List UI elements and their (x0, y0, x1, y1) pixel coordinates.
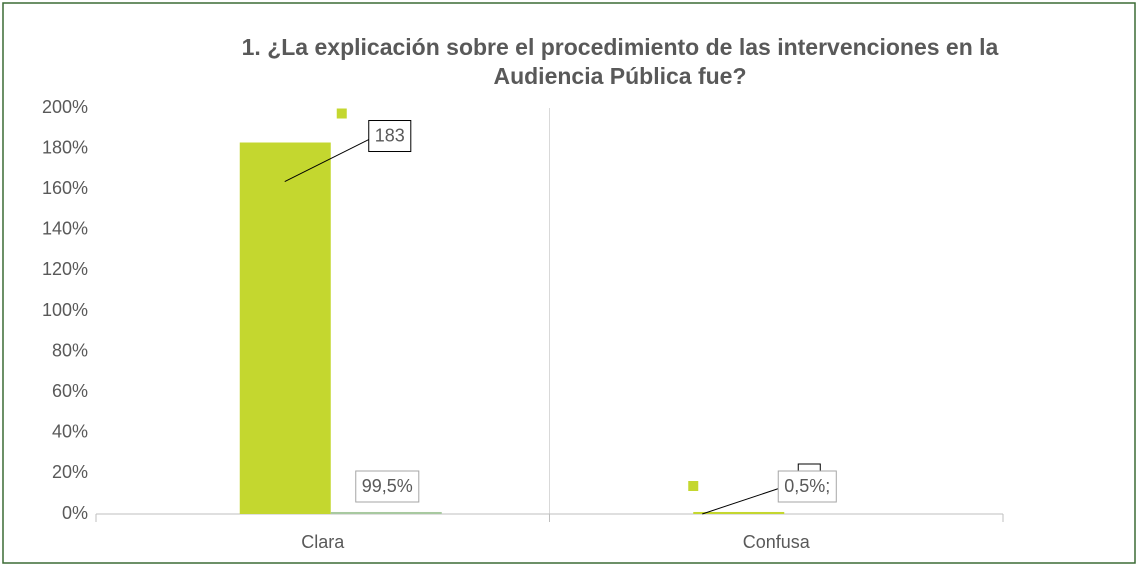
legend-key (336, 108, 347, 119)
chart-title: 1. ¿La explicación sobre el procedimient… (241, 34, 999, 89)
bar (330, 511, 442, 514)
y-tick-label: 60% (52, 381, 88, 401)
data-label-box (368, 120, 412, 153)
legend-key (688, 481, 699, 491)
x-tick-label: Clara (301, 532, 345, 552)
data-label: 183 (375, 125, 405, 145)
leader-line (284, 136, 375, 182)
y-tick-label: 120% (42, 259, 88, 279)
y-tick-label: 100% (42, 300, 88, 320)
data-label-box (355, 470, 420, 503)
bar (693, 511, 785, 514)
x-tick-label: Confusa (743, 532, 811, 552)
y-tick-label: 20% (52, 462, 88, 482)
y-tick-label: 160% (42, 178, 88, 198)
y-tick-label: 180% (42, 137, 88, 157)
y-tick-label: 140% (42, 219, 88, 239)
y-tick-label: 200% (42, 97, 88, 117)
y-tick-label: 40% (52, 422, 88, 442)
bar (239, 142, 331, 514)
data-label: 0,5%; (784, 476, 830, 496)
y-tick-label: 80% (52, 340, 88, 360)
data-label-box (777, 470, 837, 503)
data-label: 99,5% (362, 476, 413, 496)
y-tick-label: 0% (62, 503, 88, 523)
